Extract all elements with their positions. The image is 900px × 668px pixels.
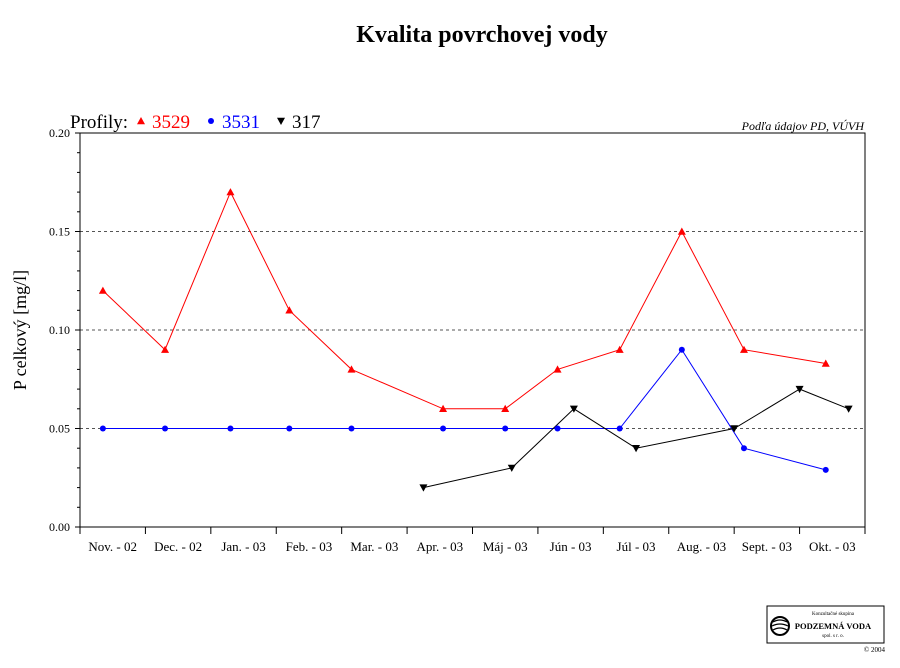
x-tick-label: Máj - 03 xyxy=(483,539,528,554)
data-point-3531 xyxy=(616,425,623,432)
x-tick-label: Jan. - 03 xyxy=(221,539,265,554)
data-point-3531 xyxy=(678,346,685,353)
data-point-317 xyxy=(507,464,516,472)
data-point-3529 xyxy=(98,286,107,294)
y-tick-label: 0.00 xyxy=(49,520,70,534)
y-tick-label: 0.05 xyxy=(49,422,70,436)
y-axis-label: P celkový [mg/l] xyxy=(10,270,30,390)
data-point-317 xyxy=(569,405,578,413)
legend-label-317: 317 xyxy=(292,112,321,133)
data-point-3529 xyxy=(439,404,448,412)
data-point-3529 xyxy=(226,188,235,196)
x-tick-label: Okt. - 03 xyxy=(809,539,856,554)
data-point-3529 xyxy=(615,345,624,353)
legend-marker-3531 xyxy=(208,118,214,124)
data-point-3531 xyxy=(99,425,106,432)
data-point-3531 xyxy=(348,425,355,432)
data-point-317 xyxy=(730,425,739,433)
legend-label-3531: 3531 xyxy=(222,112,260,133)
data-point-3529 xyxy=(553,365,562,373)
data-point-3531 xyxy=(740,445,747,452)
source-note: Podľa údajov PD, VÚVH xyxy=(741,119,866,133)
data-point-317 xyxy=(844,405,853,413)
legend-label-3529: 3529 xyxy=(152,112,190,133)
x-tick-label: Aug. - 03 xyxy=(677,539,726,554)
series-lines xyxy=(102,190,849,489)
copyright: © 2004 xyxy=(864,646,886,654)
chart-title: Kvalita povrchovej vody xyxy=(356,22,608,48)
data-point-317 xyxy=(419,484,428,492)
company-logo: Konzultačné skupina PODZEMNÁ VODA spol. … xyxy=(766,605,885,644)
data-point-3529 xyxy=(739,345,748,353)
legend-prefix: Profily: xyxy=(70,112,128,133)
logo-line2: PODZEMNÁ VODA xyxy=(795,621,872,631)
series-line-3531 xyxy=(102,348,826,471)
y-tick-label: 0.20 xyxy=(49,126,70,140)
x-tick-label: Nov. - 02 xyxy=(88,539,137,554)
y-tick-label: 0.10 xyxy=(49,323,70,337)
logo-line1: Konzultačné skupina xyxy=(812,612,855,617)
data-point-3531 xyxy=(286,425,293,432)
legend-marker-317 xyxy=(277,117,285,125)
x-tick-label: Sept. - 03 xyxy=(742,539,792,554)
data-point-3531 xyxy=(822,466,829,473)
data-point-317 xyxy=(795,385,804,394)
legend: Profily: 3529 3531 317 xyxy=(70,112,321,133)
logo-frame xyxy=(766,605,885,644)
series-markers xyxy=(98,188,853,492)
logo-line3: spol. s r. o. xyxy=(822,634,844,639)
data-point-3529 xyxy=(347,365,356,373)
data-point-317 xyxy=(632,445,641,453)
data-point-3529 xyxy=(501,404,510,412)
data-point-3529 xyxy=(161,345,170,353)
data-point-3529 xyxy=(285,306,294,314)
data-point-3529 xyxy=(821,359,830,367)
series-line-317 xyxy=(423,388,849,489)
axes: 0.00 0.05 0.10 0.15 0.20 Nov. - 02 Dec. - 02 Ja… xyxy=(49,126,866,554)
data-point-3531 xyxy=(440,425,447,432)
y-tick-label: 0.15 xyxy=(49,225,70,239)
x-tick-label: Feb. - 03 xyxy=(286,539,333,554)
data-point-3529 xyxy=(677,227,686,235)
x-tick-label: Dec. - 02 xyxy=(154,539,202,554)
data-point-3531 xyxy=(554,425,561,432)
x-tick-label: Jún - 03 xyxy=(550,539,592,554)
x-tick-label: Apr. - 03 xyxy=(416,539,463,554)
x-tick-label: Mar. - 03 xyxy=(350,539,398,554)
x-tick-label: Júl - 03 xyxy=(617,539,656,554)
data-point-3531 xyxy=(227,425,234,432)
legend-marker-3529 xyxy=(137,117,145,125)
grid xyxy=(80,231,865,429)
data-point-3531 xyxy=(162,425,169,432)
logo-emblem-icon xyxy=(770,616,790,636)
data-point-3531 xyxy=(502,425,509,432)
series-line-3529 xyxy=(102,190,826,410)
